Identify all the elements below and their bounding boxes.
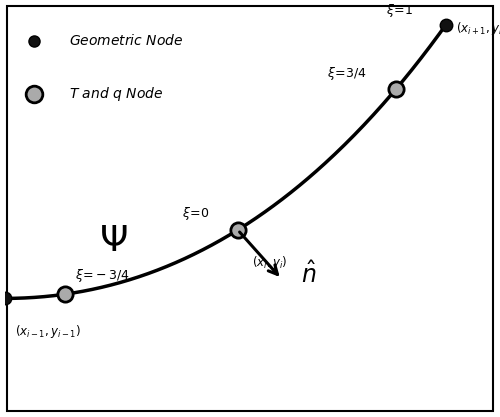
- Text: $\mathit{Geometric\ Node}$: $\mathit{Geometric\ Node}$: [68, 33, 184, 48]
- Text: $(x_i,y_i)$: $(x_i,y_i)$: [252, 254, 288, 271]
- Text: $\xi\!=\!1$: $\xi\!=\!1$: [386, 2, 413, 19]
- Text: $\xi\!=\!-3/4$: $\xi\!=\!-3/4$: [74, 267, 130, 284]
- Text: $\mathit{T\ and\ q\ Node}$: $\mathit{T\ and\ q\ Node}$: [68, 85, 163, 103]
- Text: $(x_{i-1},y_{i-1})$: $(x_{i-1},y_{i-1})$: [15, 323, 81, 340]
- Text: $(x_{i+1},y_{i+1})$: $(x_{i+1},y_{i+1})$: [456, 20, 500, 37]
- Text: $\hat{n}$: $\hat{n}$: [301, 262, 316, 288]
- Text: $\xi\!=\!0$: $\xi\!=\!0$: [182, 205, 210, 222]
- Text: $\Psi$: $\Psi$: [98, 224, 127, 258]
- Text: $\xi\!=\!3/4$: $\xi\!=\!3/4$: [328, 65, 367, 82]
